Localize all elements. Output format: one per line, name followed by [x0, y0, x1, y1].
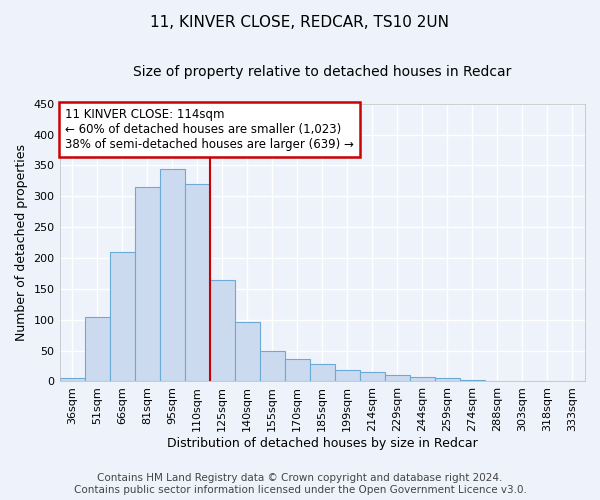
- Bar: [435, 378, 460, 382]
- Title: Size of property relative to detached houses in Redcar: Size of property relative to detached ho…: [133, 65, 511, 79]
- Bar: [285, 359, 310, 382]
- Bar: [560, 381, 585, 382]
- Text: 11 KINVER CLOSE: 114sqm
← 60% of detached houses are smaller (1,023)
38% of semi: 11 KINVER CLOSE: 114sqm ← 60% of detache…: [65, 108, 353, 151]
- Bar: [385, 376, 410, 382]
- Bar: [59, 378, 85, 382]
- Bar: [335, 370, 360, 382]
- X-axis label: Distribution of detached houses by size in Redcar: Distribution of detached houses by size …: [167, 437, 478, 450]
- Bar: [410, 377, 435, 382]
- Bar: [510, 381, 535, 382]
- Bar: [485, 381, 510, 382]
- Text: 11, KINVER CLOSE, REDCAR, TS10 2UN: 11, KINVER CLOSE, REDCAR, TS10 2UN: [151, 15, 449, 30]
- Bar: [360, 372, 385, 382]
- Y-axis label: Number of detached properties: Number of detached properties: [15, 144, 28, 341]
- Bar: [209, 280, 235, 382]
- Bar: [260, 350, 285, 382]
- Bar: [185, 184, 209, 382]
- Bar: [460, 380, 485, 382]
- Bar: [235, 322, 260, 382]
- Bar: [85, 316, 110, 382]
- Bar: [110, 252, 134, 382]
- Bar: [134, 187, 160, 382]
- Bar: [160, 168, 185, 382]
- Bar: [535, 381, 560, 382]
- Text: Contains HM Land Registry data © Crown copyright and database right 2024.
Contai: Contains HM Land Registry data © Crown c…: [74, 474, 526, 495]
- Bar: [310, 364, 335, 382]
